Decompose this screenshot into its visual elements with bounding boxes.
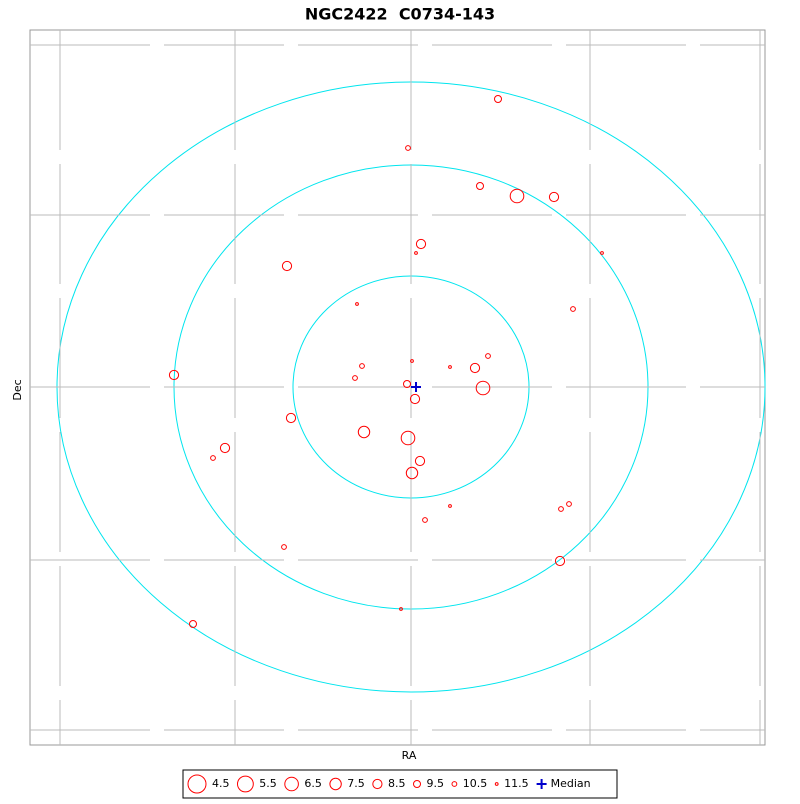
legend-label: 11.5: [504, 777, 528, 790]
legend-label: 4.5: [212, 777, 230, 790]
star: [355, 302, 359, 306]
star: [448, 365, 452, 369]
star: [570, 306, 576, 312]
legend-symbol: [413, 780, 421, 788]
legend-symbol: [494, 782, 499, 786]
legend-symbol: [451, 781, 458, 787]
star: [600, 251, 604, 255]
star: [475, 380, 491, 396]
star: [485, 353, 491, 359]
chart-title: NGC2422 C0734-143: [305, 5, 495, 24]
legend-symbol: [187, 774, 207, 794]
star: [399, 607, 403, 611]
star: [281, 544, 287, 550]
star: [359, 363, 365, 369]
star: [352, 375, 358, 381]
star: [410, 359, 414, 363]
legend-label: 5.5: [259, 777, 277, 790]
star: [422, 517, 428, 523]
legend-label: 6.5: [304, 777, 322, 790]
legend-symbol: [284, 776, 299, 792]
star: [448, 504, 452, 508]
star: [219, 442, 231, 454]
star: [566, 501, 572, 507]
star: [168, 369, 180, 381]
star: [189, 620, 197, 628]
legend-symbol: [329, 777, 342, 791]
y-axis-label: Dec: [11, 379, 24, 400]
star: [548, 191, 560, 203]
legend-label: 8.5: [388, 777, 406, 790]
star: [403, 380, 411, 388]
star: [281, 260, 293, 272]
star: [476, 182, 484, 190]
star: [469, 362, 481, 374]
star: [409, 393, 421, 405]
legend-label: 10.5: [463, 777, 488, 790]
median-marker: [411, 382, 421, 392]
star: [494, 95, 502, 103]
legend-symbol: [237, 775, 254, 793]
star: [405, 466, 419, 480]
legend-label: 7.5: [347, 777, 365, 790]
star: [210, 455, 216, 461]
legend-label: 9.5: [427, 777, 445, 790]
star: [400, 430, 416, 446]
star: [415, 238, 427, 250]
star: [414, 251, 418, 255]
star: [405, 145, 411, 151]
star: [554, 555, 566, 567]
star: [509, 188, 525, 204]
star: [357, 425, 371, 439]
star: [558, 506, 564, 512]
star: [414, 455, 426, 467]
star: [285, 412, 297, 424]
legend-symbol: [536, 779, 547, 789]
x-axis-label: RA: [402, 749, 417, 762]
legend-label: Median: [551, 777, 591, 790]
legend-symbol: [372, 778, 383, 790]
